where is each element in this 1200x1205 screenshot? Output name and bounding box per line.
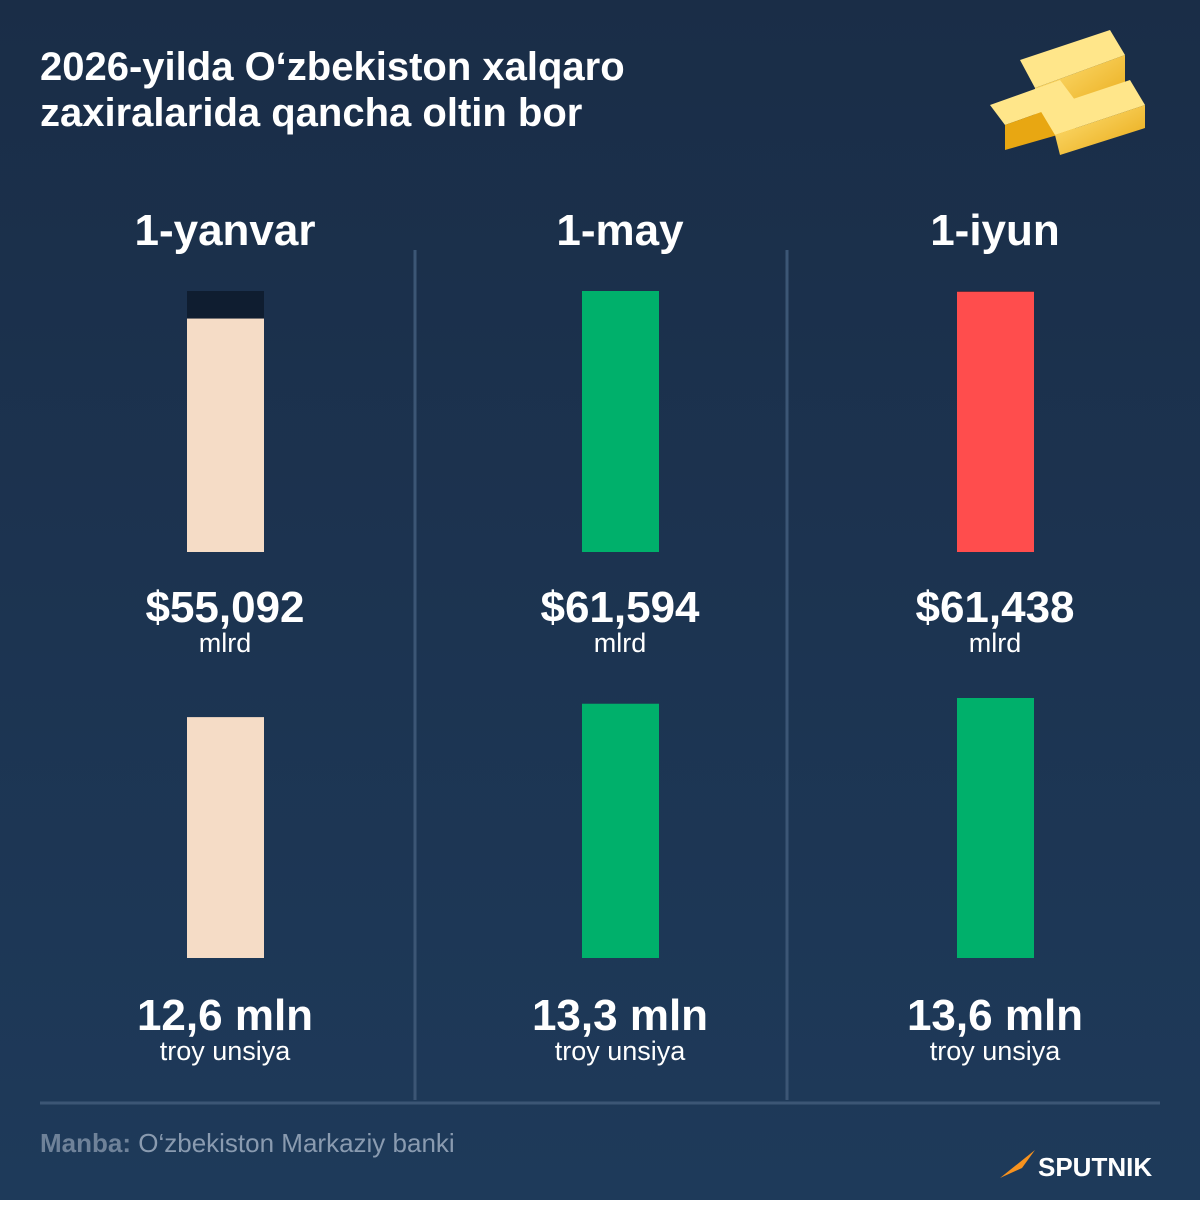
- unit-label: mlrd: [199, 628, 252, 658]
- bar: [187, 717, 264, 958]
- bar: [187, 318, 264, 552]
- gold-icon: [990, 30, 1145, 155]
- value-label: 13,6 mln: [907, 991, 1083, 1040]
- title-line: zaxiralarida qancha oltin bor: [40, 91, 582, 135]
- source: Manba: O‘zbekiston Markaziy banki: [40, 1128, 455, 1158]
- value-label: $61,438: [915, 583, 1074, 632]
- value-label: 12,6 mln: [137, 991, 313, 1040]
- column-header: 1-may: [556, 206, 684, 255]
- unit-label: troy unsiya: [160, 1036, 292, 1066]
- value-label: $61,594: [540, 583, 700, 632]
- unit-label: mlrd: [969, 628, 1022, 658]
- column-header: 1-yanvar: [134, 206, 315, 255]
- bar: [582, 291, 659, 552]
- brand-logo: [1000, 1150, 1035, 1178]
- value-label: $55,092: [145, 583, 304, 632]
- unit-label: troy unsiya: [930, 1036, 1062, 1066]
- bar: [582, 703, 659, 958]
- bar: [957, 291, 1034, 552]
- title-line: 2026-yilda O‘zbekiston xalqaro: [40, 45, 625, 89]
- bar: [957, 698, 1034, 958]
- unit-label: troy unsiya: [555, 1036, 687, 1066]
- unit-label: mlrd: [594, 628, 647, 658]
- brand: SPUTNIK: [1038, 1152, 1152, 1182]
- value-label: 13,3 mln: [532, 991, 708, 1040]
- column-header: 1-iyun: [930, 206, 1060, 255]
